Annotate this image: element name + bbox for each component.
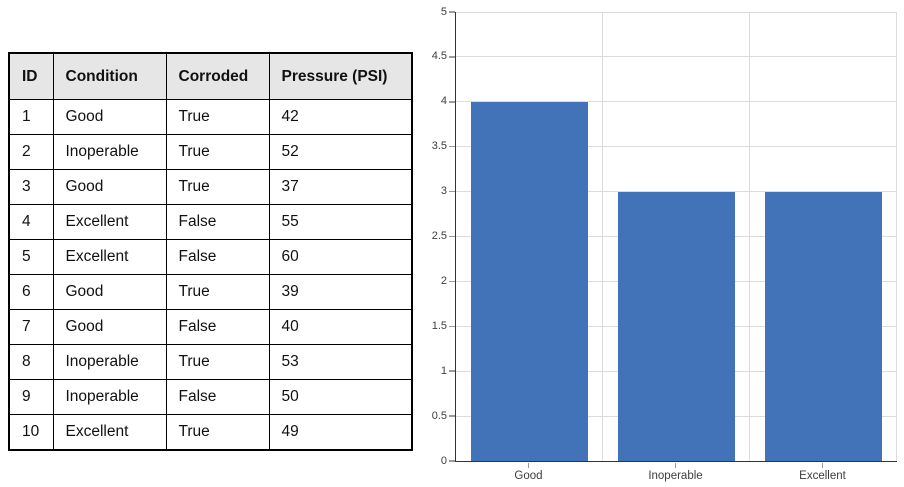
y-tick-mark xyxy=(449,460,455,462)
y-tick-label: 3.5 xyxy=(431,140,447,153)
table-cell: Good xyxy=(52,99,167,135)
h-gridline xyxy=(456,191,897,193)
h-gridline xyxy=(456,56,897,58)
y-tick-label: 1 xyxy=(440,364,447,377)
table-cell: False xyxy=(165,204,270,240)
table-cell: 1 xyxy=(8,99,54,135)
table-cell: True xyxy=(165,344,270,380)
v-gridline xyxy=(896,12,897,461)
y-tick-mark xyxy=(449,235,455,238)
table-cell: 4 xyxy=(8,204,54,240)
bar-excellent xyxy=(764,191,883,461)
table-cell: 60 xyxy=(268,239,413,275)
table-cell: Excellent xyxy=(52,414,167,451)
table-cell: True xyxy=(165,134,270,170)
y-tick-mark xyxy=(449,325,455,328)
table-row: 1 Good True 42 xyxy=(8,99,413,135)
table-cell: Inoperable xyxy=(52,379,167,415)
table-cell: 10 xyxy=(8,414,54,451)
column-header: ID xyxy=(8,52,54,100)
x-tick-label: Good xyxy=(514,470,543,482)
v-gridline xyxy=(602,12,603,461)
y-tick-label: 3 xyxy=(440,185,447,198)
x-tick-mark xyxy=(821,462,824,468)
table-cell: True xyxy=(165,99,270,135)
y-tick-mark xyxy=(449,101,455,103)
table-cell: True xyxy=(165,414,270,451)
table-row: 3 Good True 37 xyxy=(8,169,413,205)
table-cell: 40 xyxy=(268,309,413,345)
y-tick-label: 5 xyxy=(440,5,447,18)
table-cell: 52 xyxy=(268,134,413,170)
table-row: 7 Good False 40 xyxy=(8,309,413,345)
y-tick-mark xyxy=(449,415,455,417)
table-cell: 53 xyxy=(268,344,413,380)
table-cell: Good xyxy=(52,169,167,205)
table-cell: True xyxy=(165,274,270,310)
y-tick-label: 1.5 xyxy=(431,319,447,332)
table-row: 8 Inoperable True 53 xyxy=(8,344,413,380)
chart-plot-area xyxy=(455,11,897,462)
table-cell: 39 xyxy=(268,274,413,310)
table-cell: 50 xyxy=(268,379,413,415)
table-row: 5 Excellent False 60 xyxy=(8,239,413,275)
y-tick-mark xyxy=(449,370,455,372)
table-cell: Excellent xyxy=(52,204,167,240)
x-tick-label: Inoperable xyxy=(648,470,703,482)
table-cell: Inoperable xyxy=(52,344,167,380)
table-cell: False xyxy=(165,309,270,345)
y-tick-label: 4 xyxy=(440,95,447,108)
y-tick-label: 4.5 xyxy=(431,50,447,63)
table-row: 4 Excellent False 55 xyxy=(8,204,413,240)
y-tick-label: 0.5 xyxy=(431,409,447,422)
table-cell: 42 xyxy=(268,99,413,135)
table-row: 2 Inoperable True 52 xyxy=(8,134,413,170)
table-cell: 3 xyxy=(8,169,54,205)
x-tick-label: Excellent xyxy=(799,470,846,482)
table-row: 6 Good True 39 xyxy=(8,274,413,310)
pipe-data-table: ID Condition Corroded Pressure (PSI) 1 Good T… xyxy=(8,52,413,451)
table-cell: 55 xyxy=(268,204,413,240)
h-gridline xyxy=(456,146,897,148)
y-tick-label: 2 xyxy=(440,274,447,287)
table-body: 1 Good True 42 2 Inoperable True 52 3 Good True 37 4… xyxy=(8,99,413,451)
v-gridline xyxy=(749,12,750,461)
column-header: Corroded xyxy=(165,52,270,100)
y-tick-mark xyxy=(449,190,455,193)
h-gridline xyxy=(456,11,897,13)
table-cell: Good xyxy=(52,274,167,310)
x-tick-mark xyxy=(674,462,677,468)
y-tick-mark xyxy=(449,56,455,58)
table-cell: Inoperable xyxy=(52,134,167,170)
table-cell: 7 xyxy=(8,309,54,345)
table-cell: Excellent xyxy=(52,239,167,275)
table-row: 9 Inoperable False 50 xyxy=(8,379,413,415)
y-tick-label: 0 xyxy=(440,454,447,467)
table-cell: 5 xyxy=(8,239,54,275)
y-tick-mark xyxy=(449,11,455,13)
table-cell: 6 xyxy=(8,274,54,310)
bar-good xyxy=(470,101,589,461)
table-cell: Good xyxy=(52,309,167,345)
table-header-row: ID Condition Corroded Pressure (PSI) xyxy=(8,52,413,100)
column-header: Condition xyxy=(52,52,167,100)
x-tick-mark xyxy=(527,462,530,468)
table-row: 10 Excellent True 49 xyxy=(8,414,413,451)
table-cell: 8 xyxy=(8,344,54,380)
table-cell: 9 xyxy=(8,379,54,415)
table-cell: 49 xyxy=(268,414,413,451)
h-gridline xyxy=(456,101,897,103)
bar-inoperable xyxy=(617,191,736,461)
y-tick-mark xyxy=(449,280,455,283)
y-tick-mark xyxy=(449,145,455,148)
table-cell: 37 xyxy=(268,169,413,205)
table-cell: False xyxy=(165,239,270,275)
table-cell: False xyxy=(165,379,270,415)
column-header: Pressure (PSI) xyxy=(268,52,413,100)
table-cell: True xyxy=(165,169,270,205)
table-cell: 2 xyxy=(8,134,54,170)
y-tick-label: 2.5 xyxy=(431,230,447,242)
